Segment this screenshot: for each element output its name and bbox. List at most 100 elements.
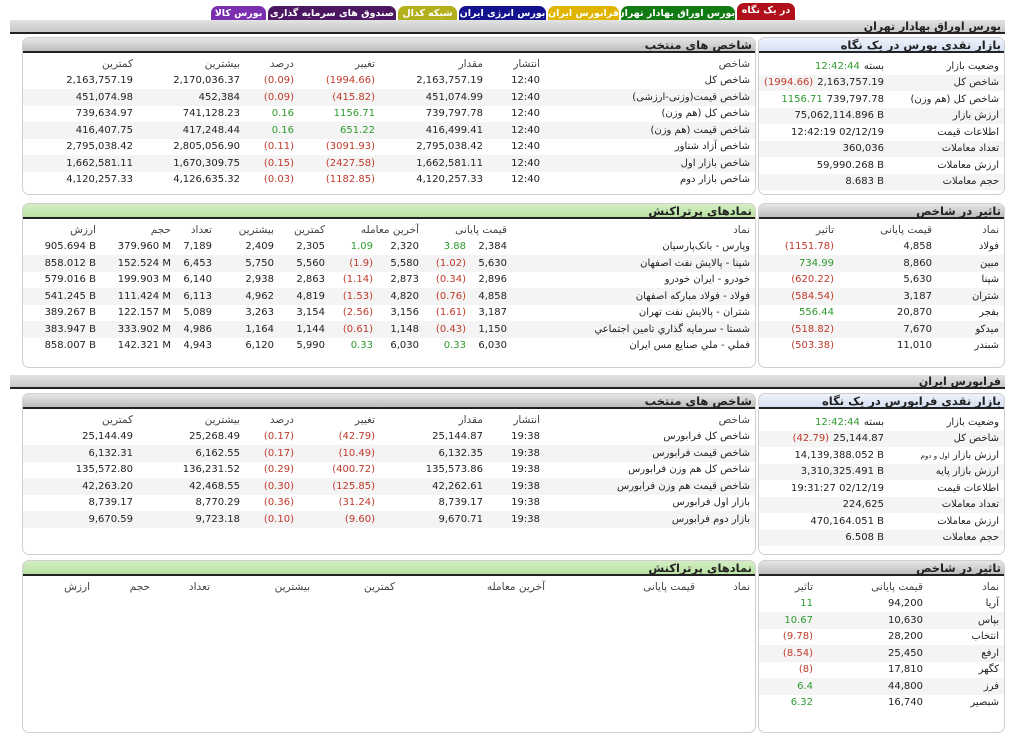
column-header[interactable]: بیشترین: [274, 581, 310, 594]
column-header[interactable]: بیشترین: [204, 414, 240, 427]
table-row[interactable]: انتخاب 28,200 (9.78): [759, 629, 1004, 646]
column-header[interactable]: شاخص: [718, 58, 750, 71]
symbol-name[interactable]: مبین: [937, 255, 1004, 272]
symbol-name[interactable]: شتران - پالایش نفت تهران: [638, 307, 750, 319]
symbol-name[interactable]: فولاد - فولاد مبارکه اصفهان: [512, 288, 755, 305]
table-row[interactable]: کگهر 17,810 (8): [759, 662, 1004, 679]
table-row[interactable]: شاخص قیمت فرابورس 19:38 6,132.35 (10.49) (0.…: [23, 445, 755, 462]
column-header[interactable]: شاخص: [718, 414, 750, 427]
column-header[interactable]: تعداد: [188, 581, 210, 594]
table-row[interactable]: بفجر 20,870 556.44: [759, 305, 1004, 322]
column-header[interactable]: بیشترین: [204, 58, 240, 71]
table-row[interactable]: فولاد 4,858 (1151.78): [759, 239, 1004, 256]
column-header[interactable]: انتشار: [513, 58, 540, 71]
column-header[interactable]: قیمت پایانی: [643, 581, 695, 594]
symbol-name[interactable]: شاخص قیمت (هم وزن): [545, 122, 755, 139]
symbol-name[interactable]: ارفع: [928, 645, 1004, 662]
tab-3[interactable]: بورس انرژی ایران: [459, 6, 546, 22]
symbol-name[interactable]: آریا: [985, 598, 999, 610]
column-header[interactable]: ارزش: [64, 581, 90, 594]
column-header[interactable]: کمترین: [294, 224, 325, 237]
symbol-name[interactable]: بازار دوم فرابورس: [545, 511, 755, 528]
symbol-name[interactable]: بازار اول فرابورس: [672, 497, 750, 509]
symbol-name[interactable]: شاخص کل (هم وزن): [661, 108, 750, 120]
column-header[interactable]: درصد: [269, 414, 294, 427]
symbol-name[interactable]: کگهر: [978, 664, 999, 676]
symbol-name[interactable]: شاخص کل هم وزن فرابورس: [628, 464, 750, 476]
table-row[interactable]: شتران 3,187 (584.54): [759, 288, 1004, 305]
tab-1[interactable]: بورس اوراق بهادار تهران: [621, 6, 735, 22]
symbol-name[interactable]: شاخص قیمت فرابورس: [545, 445, 755, 462]
table-row[interactable]: شپنا 5,630 (620.22): [759, 272, 1004, 289]
table-row[interactable]: بپاس 10,630 10.67: [759, 612, 1004, 629]
table-row[interactable]: شاخص کل (هم وزن) 12:40 739,797.78 1156.71 0.…: [23, 106, 755, 123]
symbol-name[interactable]: شتران: [937, 288, 1004, 305]
column-header[interactable]: مقدار: [458, 414, 483, 427]
symbol-name[interactable]: شاخص کل فرابورس: [663, 431, 750, 443]
table-row[interactable]: شاخص قیمت هم وزن فرابورس 19:38 42,262.61 (1…: [23, 478, 755, 495]
table-row[interactable]: شستا - سرمایه گذاري تامين اجتماعي 1,150 (0…: [23, 321, 755, 338]
column-header[interactable]: کمترین: [102, 58, 133, 71]
table-row[interactable]: شتران - پالایش نفت تهران 3,187 (1.61) 3,156…: [23, 305, 755, 322]
column-header[interactable]: تعداد: [190, 224, 212, 237]
symbol-name[interactable]: خودرو - ایران خودرو: [664, 274, 750, 286]
table-row[interactable]: خودرو - ایران خودرو 2,896 (0.34) 2,873 (1.14…: [23, 272, 755, 289]
symbol-name[interactable]: شاخص قیمت(وزنی-ارزشی): [545, 89, 755, 106]
column-header[interactable]: بیشترین: [238, 224, 274, 237]
column-header[interactable]: انتشار: [513, 414, 540, 427]
column-header[interactable]: حجم: [129, 581, 150, 594]
symbol-name[interactable]: وپارس - بانک‌پارسیان: [662, 241, 750, 253]
column-header[interactable]: قیمت پایانی: [880, 224, 932, 237]
table-row[interactable]: فملي - ملي صنايع مس ايران 6,030 0.33 6,030 0…: [23, 338, 755, 355]
symbol-name[interactable]: شبصیر: [970, 697, 999, 709]
table-row[interactable]: وپارس - بانک‌پارسیان 2,384 3.88 2,320 1.09 2,…: [23, 239, 755, 256]
tab-4[interactable]: شبکه کدال: [398, 6, 457, 22]
tab-6[interactable]: بورس کالا: [211, 6, 266, 22]
table-row[interactable]: شاخص کل فرابورس 19:38 25,144.87 (42.79) (0.1…: [23, 429, 755, 446]
column-header[interactable]: نماد: [982, 224, 999, 237]
column-header[interactable]: کمترین: [364, 581, 395, 594]
column-header[interactable]: تغییر: [354, 414, 375, 427]
symbol-name[interactable]: شپنا - پالایش نفت اصفهان: [512, 255, 755, 272]
symbol-name[interactable]: میدکو: [937, 321, 1004, 338]
table-row[interactable]: بازار اول فرابورس 19:38 8,739.17 (31.24) (0.…: [23, 495, 755, 512]
column-header[interactable]: حجم: [150, 224, 171, 237]
table-row[interactable]: شپنا - پالایش نفت اصفهان 5,630 (1.02) 5,580…: [23, 255, 755, 272]
column-header[interactable]: آخرین معامله: [486, 581, 545, 594]
symbol-name[interactable]: شستا - سرمایه گذاري تامين اجتماعي: [512, 321, 755, 338]
symbol-name[interactable]: شپنا: [981, 274, 999, 286]
table-row[interactable]: شاخص آزاد شناور 12:40 2,795,038.42 (3091.93…: [23, 139, 755, 156]
table-row[interactable]: ارفع 25,450 (8.54): [759, 645, 1004, 662]
symbol-name[interactable]: شاخص کل: [704, 75, 750, 87]
table-row[interactable]: شاخص قیمت(وزنی-ارزشی) 12:40 451,074.99 (415…: [23, 89, 755, 106]
table-row[interactable]: شبندر 11,010 (503.38): [759, 338, 1004, 355]
table-row[interactable]: مبین 8,860 734.99: [759, 255, 1004, 272]
column-header[interactable]: مقدار: [458, 58, 483, 71]
column-header[interactable]: تاثیر: [815, 224, 834, 237]
table-row[interactable]: میدکو 7,670 (518.82): [759, 321, 1004, 338]
column-header[interactable]: تغییر: [354, 58, 375, 71]
column-header[interactable]: آخرین معامله: [360, 224, 419, 237]
column-header[interactable]: کمترین: [102, 414, 133, 427]
symbol-name[interactable]: شاخص آزاد شناور: [674, 141, 750, 153]
table-row[interactable]: فولاد - فولاد مبارکه اصفهان 4,858 (0.76) 4,…: [23, 288, 755, 305]
tab-5[interactable]: صندوق های سرمایه گذاری: [268, 6, 396, 22]
column-header[interactable]: نماد: [982, 581, 999, 594]
table-row[interactable]: آریا 94,200 11: [759, 596, 1004, 613]
tab-2[interactable]: فرابورس ایران: [548, 6, 619, 22]
symbol-name[interactable]: شاخص بازار دوم: [680, 174, 750, 186]
symbol-name[interactable]: شاخص بازار اول: [545, 155, 755, 172]
column-header[interactable]: نماد: [733, 224, 750, 237]
table-row[interactable]: شاخص قیمت (هم وزن) 12:40 416,499.41 651.22 0…: [23, 122, 755, 139]
symbol-name[interactable]: شبندر: [974, 340, 1000, 352]
column-header[interactable]: قیمت پایانی: [455, 224, 507, 237]
table-row[interactable]: شبصیر 16,740 6.32: [759, 695, 1004, 712]
table-row[interactable]: شاخص کل 12:40 2,163,757.19 (1994.66) (0.09) 2…: [23, 73, 755, 90]
symbol-name[interactable]: انتخاب: [971, 631, 1000, 643]
column-header[interactable]: ارزش: [70, 224, 96, 237]
table-row[interactable]: فرز 44,800 6.4: [759, 678, 1004, 695]
symbol-name[interactable]: فولاد: [978, 241, 999, 253]
column-header[interactable]: نماد: [733, 581, 750, 594]
table-row[interactable]: شاخص بازار اول 12:40 1,662,581.11 (2427.58)…: [23, 155, 755, 172]
table-row[interactable]: شاخص کل هم وزن فرابورس 19:38 135,573.86 (40…: [23, 462, 755, 479]
